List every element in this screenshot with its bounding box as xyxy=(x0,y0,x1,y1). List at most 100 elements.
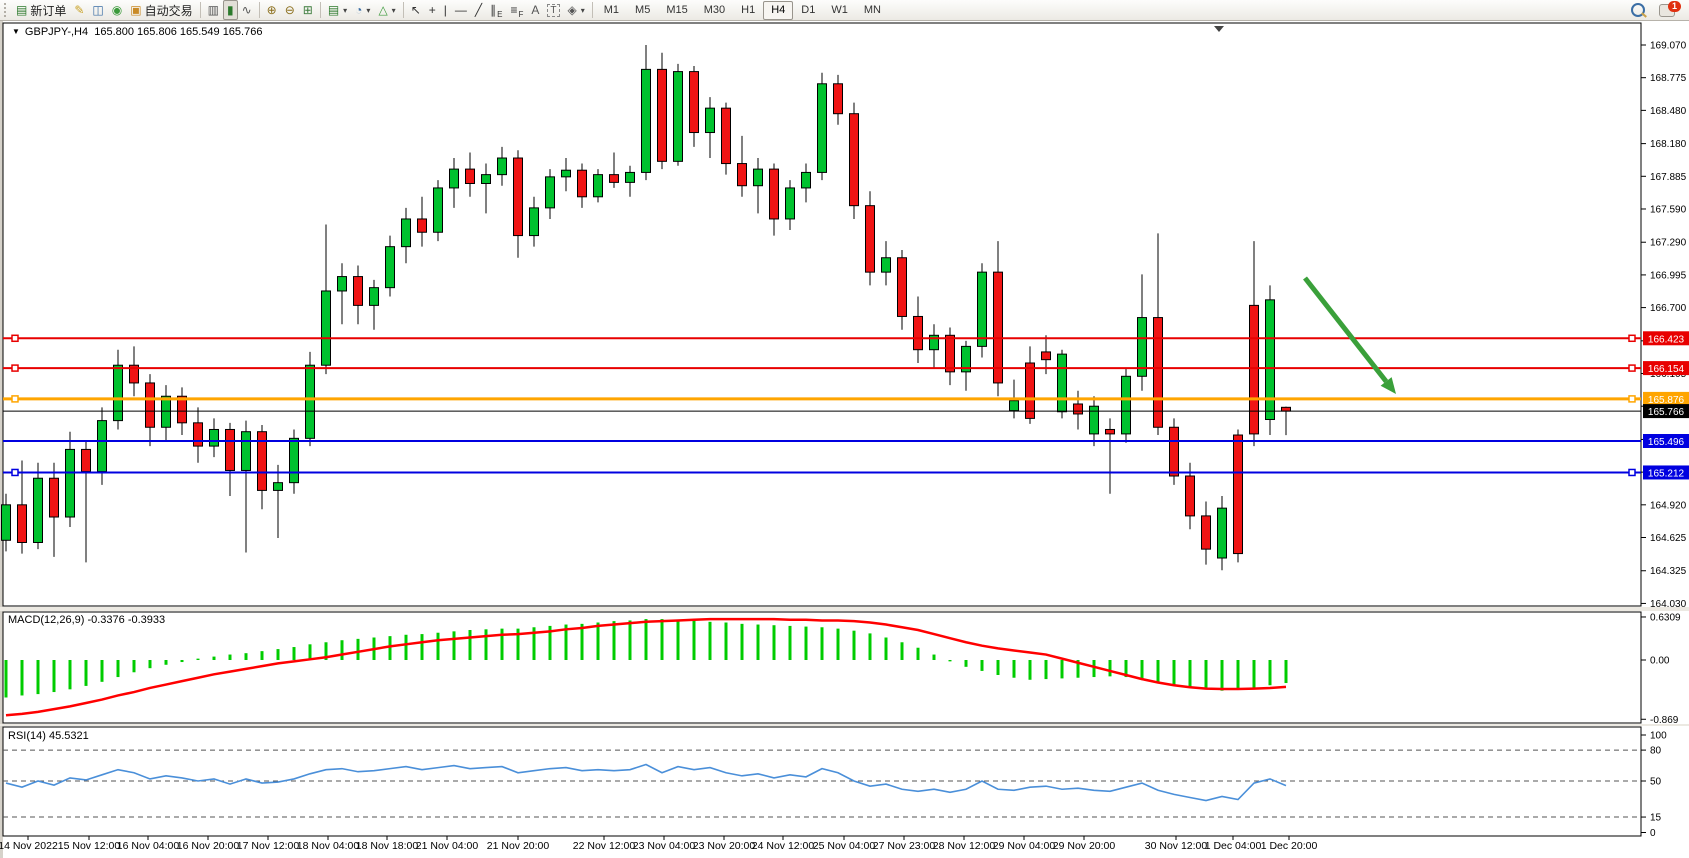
candle-body xyxy=(401,218,411,248)
indicators-button[interactable]: △ ▾ xyxy=(374,0,399,20)
candle xyxy=(17,460,27,554)
tile-windows-button[interactable]: ⊞ xyxy=(299,0,317,20)
candle xyxy=(65,431,75,527)
time-axis-label: 29 Nov 04:00 xyxy=(993,840,1056,852)
autotrading-button[interactable]: ▣ 自动交易 xyxy=(126,0,196,20)
macd-axis-label: 0.00 xyxy=(1650,656,1670,667)
candle-body xyxy=(657,68,667,162)
hline-drag-handle[interactable] xyxy=(1628,468,1636,477)
horizontal-line-button[interactable]: — xyxy=(451,0,471,20)
highlighter-icon: ✎ xyxy=(74,3,85,17)
candle-body xyxy=(129,364,139,384)
text-button[interactable]: A xyxy=(527,0,543,20)
candle xyxy=(49,462,59,557)
hline-drag-handle[interactable] xyxy=(11,468,19,477)
bar-chart-icon: ▥ xyxy=(207,3,219,17)
new-order-button[interactable]: ▤ 新订单 xyxy=(12,0,70,20)
toolbar-separator xyxy=(591,2,593,18)
candle-body xyxy=(785,187,795,220)
profiles-button[interactable]: ◫ xyxy=(88,0,107,20)
candle xyxy=(529,196,539,247)
candle xyxy=(625,165,635,197)
new-order-button-label: 新订单 xyxy=(30,3,67,18)
search-button[interactable] xyxy=(1627,0,1655,20)
chart-menu-caret-icon[interactable]: ▼ xyxy=(12,27,20,36)
toolbar-grip[interactable] xyxy=(4,3,8,17)
candle-body xyxy=(97,420,107,473)
hline-drag-handle[interactable] xyxy=(11,334,19,343)
trendline-button[interactable]: ╱ xyxy=(471,0,486,20)
bar-chart-button[interactable]: ▥ xyxy=(204,0,223,20)
timeframe-button-d1[interactable]: D1 xyxy=(801,4,816,16)
candle xyxy=(401,207,411,264)
channel-button[interactable]: ∥ E xyxy=(486,0,506,20)
candle-body xyxy=(913,315,923,351)
notifications-button[interactable]: 1 xyxy=(1655,0,1689,20)
price-line-label: 165.766 xyxy=(1648,407,1685,418)
candle-body xyxy=(1,504,11,541)
candle-body xyxy=(1217,507,1227,559)
timeframe-button-m1[interactable]: M1 xyxy=(603,4,620,16)
vertical-line-button[interactable]: | xyxy=(440,0,451,20)
candlestick-chart-button[interactable]: ▮ xyxy=(222,0,238,20)
search-icon xyxy=(1631,3,1645,17)
candle-body xyxy=(545,176,555,209)
candle xyxy=(449,158,459,208)
text-label-button[interactable]: T xyxy=(543,0,563,20)
rsi-axis-label: 15 xyxy=(1650,813,1662,824)
hline-drag-handle[interactable] xyxy=(1628,395,1636,403)
new-order-icon: ▤ xyxy=(16,3,28,17)
timeframe-button-w1[interactable]: W1 xyxy=(831,4,848,16)
cursor-button[interactable]: ↖ xyxy=(407,0,425,20)
candlestick-chart-icon: ▮ xyxy=(226,3,234,17)
candle-body xyxy=(865,205,875,273)
candle-body xyxy=(353,276,363,306)
sounds-button[interactable]: ◉ xyxy=(108,0,126,20)
periods-button[interactable]: ◔ ▾ xyxy=(351,0,374,20)
candle xyxy=(1121,368,1131,443)
price-axis-label: 167.290 xyxy=(1650,238,1687,249)
pane-splitter[interactable] xyxy=(0,607,1689,611)
candle xyxy=(961,340,971,391)
candle xyxy=(481,163,491,214)
timeframe-button-m15[interactable]: M15 xyxy=(666,4,688,16)
hline-drag-handle[interactable] xyxy=(11,364,19,372)
chevron-down-icon: ▾ xyxy=(580,5,585,15)
zoom-in-icon: ⊕ xyxy=(266,3,277,17)
time-axis-label: 17 Nov 12:00 xyxy=(237,840,300,852)
timeframe-button-mn[interactable]: MN xyxy=(863,4,881,16)
candle-body xyxy=(305,364,315,439)
pane-splitter[interactable] xyxy=(0,724,1689,726)
crosshair-button[interactable]: + xyxy=(425,0,440,20)
candle xyxy=(673,63,683,166)
hline-drag-handle[interactable] xyxy=(1628,334,1636,343)
arrows-icon: ◈ xyxy=(567,3,577,17)
zoom-out-button[interactable]: ⊖ xyxy=(281,0,299,20)
candle xyxy=(705,97,715,159)
timeframe-button-h4[interactable]: H4 xyxy=(763,0,794,20)
price-axis-label: 164.920 xyxy=(1650,500,1687,511)
zoom-in-button[interactable]: ⊕ xyxy=(263,0,281,20)
annotation-arrow-shaft[interactable] xyxy=(1303,276,1389,383)
time-axis-label: 23 Nov 20:00 xyxy=(693,840,756,852)
hline-drag-handle[interactable] xyxy=(1628,364,1636,372)
candle-body xyxy=(161,395,171,428)
candle xyxy=(849,102,859,219)
candle-body xyxy=(817,83,827,173)
fibonacci-button[interactable]: ≡ F xyxy=(506,0,527,20)
templates-button[interactable]: ▤ ▾ xyxy=(324,0,351,20)
timeframe-button-m5[interactable]: M5 xyxy=(635,4,651,16)
candle xyxy=(977,263,987,358)
timeframe-button-h1[interactable]: H1 xyxy=(741,4,756,16)
candle xyxy=(337,263,347,325)
price-line-label-box xyxy=(1643,404,1689,419)
templates-icon: ▤ xyxy=(327,3,340,17)
hline-drag-handle[interactable] xyxy=(11,395,19,403)
line-chart-button[interactable]: ∿ xyxy=(238,0,256,20)
right-shift-marker-icon[interactable] xyxy=(1214,26,1224,32)
timeframe-button-m30[interactable]: M30 xyxy=(703,4,726,16)
arrows-button[interactable]: ◈ ▾ xyxy=(564,0,589,20)
highlighter-button[interactable]: ✎ xyxy=(70,0,88,20)
